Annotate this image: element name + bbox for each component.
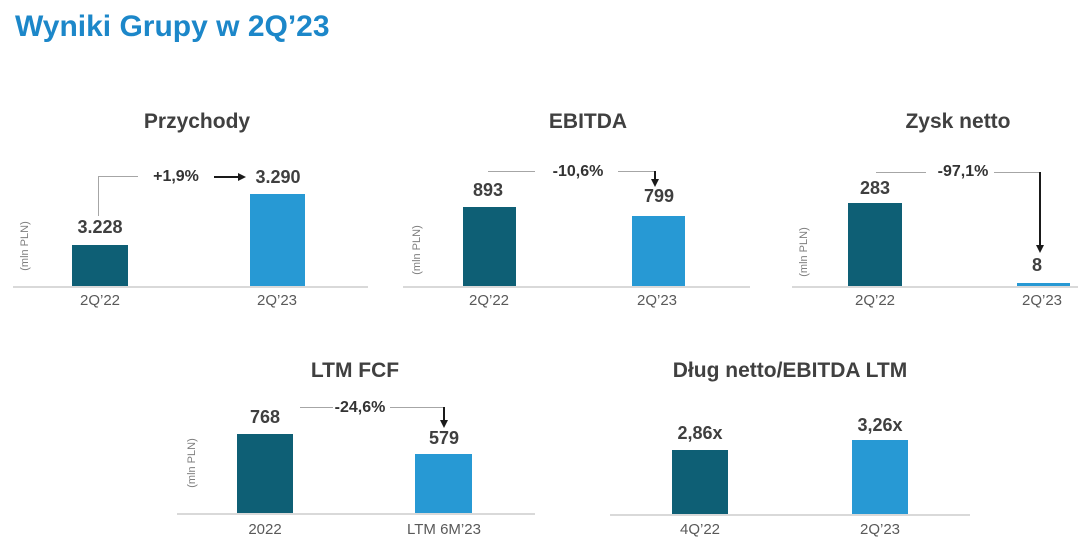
category-label: 2Q’23 bbox=[1021, 292, 1063, 309]
chart-title: Zysk netto bbox=[905, 110, 1011, 133]
category-label: 2Q’23 bbox=[256, 292, 298, 309]
value-label: 799 bbox=[643, 186, 675, 206]
arrow-down-icon bbox=[651, 179, 659, 187]
arrow-shaft bbox=[654, 171, 656, 180]
arrow-right-icon bbox=[238, 173, 246, 181]
arrow-down-icon bbox=[440, 420, 448, 428]
slide-title: Wyniki Grupy w 2Q’23 bbox=[15, 10, 330, 43]
value-label: 2,86x bbox=[677, 423, 723, 443]
connector-line bbox=[98, 176, 138, 178]
x-axis-line bbox=[610, 514, 970, 516]
category-label: 2Q’22 bbox=[854, 292, 896, 309]
bar-2q22 bbox=[72, 245, 128, 287]
bar-2q23 bbox=[632, 216, 685, 287]
arrow-shaft bbox=[443, 407, 445, 421]
value-label: 3,26x bbox=[857, 415, 903, 435]
category-label: 2Q’23 bbox=[859, 521, 901, 538]
value-label: 579 bbox=[428, 428, 460, 448]
chart-title: Dług netto/EBITDA LTM bbox=[672, 359, 908, 382]
change-label: +1,9% bbox=[153, 168, 199, 185]
x-axis-line bbox=[792, 286, 1078, 288]
connector-line bbox=[488, 171, 535, 173]
arrow-shaft bbox=[214, 176, 239, 178]
connector-line bbox=[994, 172, 1040, 174]
change-label: -24,6% bbox=[334, 399, 386, 416]
connector-line bbox=[876, 172, 926, 174]
x-axis-line bbox=[13, 286, 368, 288]
bar-2022 bbox=[237, 434, 293, 514]
arrow-shaft bbox=[1039, 172, 1041, 246]
arrow-down-icon bbox=[1036, 245, 1044, 253]
chart-title: EBITDA bbox=[548, 110, 628, 133]
connector-line bbox=[390, 407, 444, 409]
category-label: LTM 6M’23 bbox=[407, 521, 481, 538]
category-label: 2022 bbox=[248, 521, 282, 538]
bar-2q23 bbox=[852, 440, 908, 515]
value-label: 768 bbox=[249, 407, 281, 427]
bar-2q22 bbox=[848, 203, 902, 287]
bar-2q23 bbox=[250, 194, 305, 287]
x-axis-line bbox=[403, 286, 750, 288]
value-label: 893 bbox=[472, 180, 504, 200]
change-label: -10,6% bbox=[552, 163, 604, 180]
chart-title: Przychody bbox=[143, 110, 251, 133]
bar-4q22 bbox=[672, 450, 728, 515]
connector-line bbox=[300, 407, 333, 409]
value-label: 8 bbox=[1031, 255, 1043, 275]
value-label: 283 bbox=[859, 178, 891, 198]
category-label: 2Q’23 bbox=[636, 292, 678, 309]
bar-ltm-6m23 bbox=[415, 454, 472, 514]
connector-line bbox=[98, 176, 100, 216]
category-label: 2Q’22 bbox=[468, 292, 510, 309]
change-label: -97,1% bbox=[937, 163, 989, 180]
chart-title: LTM FCF bbox=[310, 359, 400, 382]
connector-line bbox=[618, 171, 655, 173]
x-axis-line bbox=[177, 513, 535, 515]
value-label: 3.228 bbox=[77, 217, 123, 237]
bar-2q22 bbox=[463, 207, 516, 287]
category-label: 2Q’22 bbox=[79, 292, 121, 309]
category-label: 4Q’22 bbox=[679, 521, 721, 538]
value-label: 3.290 bbox=[255, 167, 301, 187]
bar-2q23 bbox=[1017, 283, 1070, 287]
